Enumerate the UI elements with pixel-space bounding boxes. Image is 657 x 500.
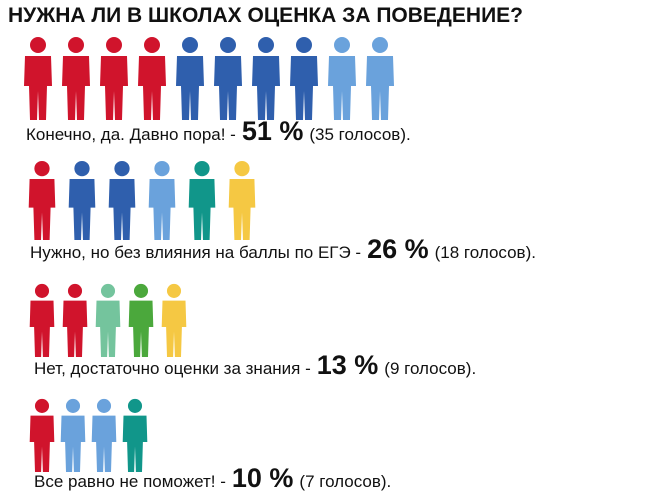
votes-label: (9 голосов). xyxy=(384,359,476,378)
votes-label: (35 голосов). xyxy=(309,125,410,144)
percent-label: 10 % xyxy=(232,463,294,493)
percent-label: 13 % xyxy=(317,350,379,380)
figure-body xyxy=(128,300,154,357)
figure-body xyxy=(100,56,128,120)
figure-body xyxy=(68,179,96,240)
figure-head xyxy=(372,37,388,53)
percent-label: 26 % xyxy=(367,234,429,264)
figure-body xyxy=(29,300,55,357)
figure-head xyxy=(34,160,50,177)
figure-head xyxy=(133,283,149,298)
figure-row xyxy=(29,283,187,357)
answer-text: Нет, достаточно оценки за знания - xyxy=(34,359,311,378)
figure-head xyxy=(96,398,112,413)
figure-head xyxy=(334,37,350,53)
figure-head xyxy=(182,37,198,53)
figure-row xyxy=(28,160,256,240)
figure-row xyxy=(24,37,394,120)
figure-body xyxy=(108,179,136,240)
answer-text: Конечно, да. Давно пора! - xyxy=(26,125,236,144)
figure-body xyxy=(366,56,394,120)
figure-body xyxy=(60,415,86,472)
figure-head xyxy=(106,37,122,53)
figure-body xyxy=(95,300,121,357)
answer-text: Нужно, но без влияния на баллы по ЕГЭ - xyxy=(30,243,361,262)
figure-head xyxy=(114,160,130,177)
row-label: Нет, достаточно оценки за знания - 13 % (9… xyxy=(34,350,476,380)
percent-label: 51 % xyxy=(242,116,304,146)
figure-head xyxy=(154,160,170,177)
votes-label: (18 голосов). xyxy=(435,243,536,262)
figure-head xyxy=(220,37,236,53)
figure-head xyxy=(127,398,143,413)
figure-body xyxy=(188,179,216,240)
figure-body xyxy=(91,415,117,472)
figure-head xyxy=(296,37,312,53)
figure-head xyxy=(34,398,50,413)
figure-head xyxy=(67,283,83,298)
figure-head xyxy=(68,37,84,53)
figure-body xyxy=(62,56,90,120)
figure-head xyxy=(258,37,274,53)
row-label: Все равно не поможет! - 10 % (7 голосов). xyxy=(34,463,391,493)
answer-text: Все равно не поможет! - xyxy=(34,472,226,491)
figure-head xyxy=(166,283,182,298)
figure-body xyxy=(176,56,204,120)
figure-head xyxy=(100,283,116,298)
figure-body xyxy=(28,179,56,240)
figure-body xyxy=(161,300,187,357)
figure-body xyxy=(252,56,280,120)
row-label: Нужно, но без влияния на баллы по ЕГЭ - 2… xyxy=(30,234,536,264)
figure-body xyxy=(228,179,256,240)
figure-body xyxy=(62,300,88,357)
figure-head xyxy=(65,398,81,413)
chart-title: НУЖНА ЛИ В ШКОЛАХ ОЦЕНКА ЗА ПОВЕДЕНИЕ? xyxy=(8,4,523,27)
figure-head xyxy=(194,160,210,177)
figure-head xyxy=(74,160,90,177)
figure-body xyxy=(148,179,176,240)
figure-head xyxy=(144,37,160,53)
figure-row xyxy=(29,398,148,472)
figure-head xyxy=(30,37,46,53)
figure-body xyxy=(328,56,356,120)
figure-body xyxy=(122,415,148,472)
figure-body xyxy=(138,56,166,120)
figure-head xyxy=(34,283,50,298)
figure-body xyxy=(29,415,55,472)
figure-body xyxy=(214,56,242,120)
row-label: Конечно, да. Давно пора! - 51 % (35 голосо… xyxy=(26,116,411,146)
figure-body xyxy=(290,56,318,120)
figure-body xyxy=(24,56,52,120)
votes-label: (7 голосов). xyxy=(299,472,391,491)
figure-head xyxy=(234,160,250,177)
